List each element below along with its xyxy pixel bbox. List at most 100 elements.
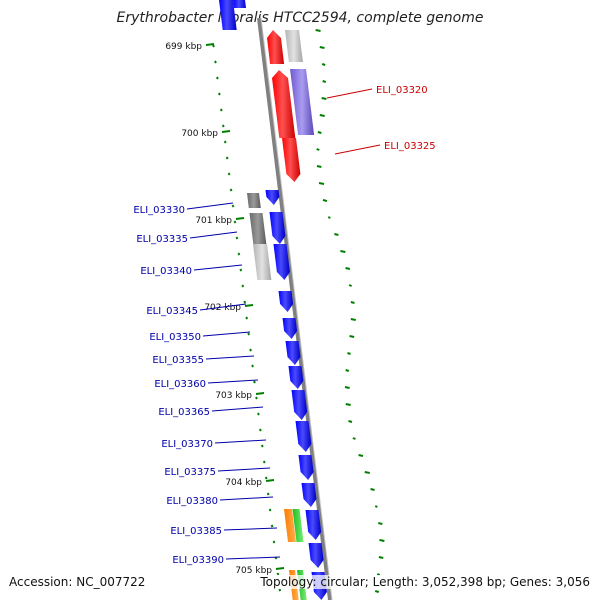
gene-label[interactable]: ELI_03390 <box>172 555 224 566</box>
gc-skew-mark <box>245 316 249 320</box>
gc-skew-mark <box>278 588 282 592</box>
gene-arrow-reverse-2[interactable] <box>272 70 296 138</box>
gc-skew-mark <box>235 236 239 240</box>
gc-skew-mark <box>352 437 356 440</box>
gc-skew-mark <box>350 301 355 304</box>
gene-arrow-forward-6[interactable] <box>285 341 301 365</box>
gc-skew-mark <box>340 250 346 253</box>
gene-label-leader <box>326 88 373 99</box>
gene-label-leader <box>205 355 255 360</box>
gc-skew-mark <box>253 380 256 384</box>
gc-skew-mark <box>225 156 229 160</box>
gc-skew-mark <box>321 63 326 66</box>
gc-skew-mark <box>358 454 364 457</box>
tick-mark <box>205 43 215 46</box>
gene-arrow-forward-4[interactable] <box>278 291 294 312</box>
cog-block-3 <box>253 244 272 280</box>
gc-skew-mark <box>237 252 241 256</box>
map-title: Erythrobacter litoralis HTCC2594, comple… <box>116 10 484 26</box>
gene-label-leader <box>334 144 381 155</box>
gene-arrow-forward-12[interactable] <box>305 510 322 540</box>
gene-label-leader <box>186 202 234 210</box>
gene-arrow-forward-7[interactable] <box>288 366 304 389</box>
gc-skew-mark <box>221 124 225 128</box>
gc-skew-mark <box>319 46 325 49</box>
gc-skew-mark <box>379 539 385 542</box>
cog-block-reverse-1 <box>285 30 303 62</box>
gene-label[interactable]: ELI_03350 <box>149 332 201 343</box>
gc-skew-mark <box>378 556 384 559</box>
gene-label[interactable]: ELI_03340 <box>140 266 192 277</box>
gc-skew-mark <box>229 188 233 192</box>
gene-arrow-forward-5[interactable] <box>282 318 298 339</box>
gc-skew-mark <box>276 572 280 576</box>
gene-labels: ELI_03320 ELI_03325 ELI_03330 ELI_03335 ELI_… <box>133 85 435 566</box>
cog-block-orange <box>284 509 296 542</box>
tick-label: 703 kbp <box>215 391 252 401</box>
cog-block-green <box>292 509 304 542</box>
gene-arrow-forward-10[interactable] <box>298 455 314 480</box>
gene-label-leader <box>225 556 281 560</box>
genome-summary: Topology: circular; Length: 3,052,398 bp… <box>260 575 590 589</box>
gc-skew-mark <box>266 492 270 496</box>
gene-label[interactable]: ELI_03370 <box>161 439 213 450</box>
gene-arrow-forward-2[interactable] <box>269 212 286 244</box>
gc-skew-track <box>212 29 385 593</box>
gc-skew-mark <box>214 60 217 64</box>
gc-skew-mark <box>319 114 325 117</box>
gc-skew-mark <box>251 364 254 368</box>
accession-label: Accession: NC_007722 <box>9 575 146 589</box>
gc-skew-mark <box>264 476 268 480</box>
cog-block-1 <box>247 193 261 208</box>
gc-skew-mark <box>322 199 328 202</box>
gene-arrow-reverse-1[interactable] <box>267 30 285 64</box>
gc-skew-mark <box>268 508 272 512</box>
tick-label: 705 kbp <box>235 566 272 576</box>
gene-label[interactable]: ELI_03330 <box>133 205 185 216</box>
gc-skew-mark <box>327 216 331 219</box>
cog-block-reverse-2 <box>290 69 315 135</box>
gc-skew-mark <box>262 460 266 464</box>
gene-label[interactable]: ELI_03335 <box>136 234 188 245</box>
gene-label-leader <box>223 527 278 531</box>
gene-arrow-forward-8[interactable] <box>291 390 308 420</box>
gene-label[interactable]: ELI_03320 <box>376 85 428 96</box>
gene-label[interactable]: ELI_03325 <box>384 141 436 152</box>
gc-skew-mark <box>374 505 378 508</box>
gc-skew-mark <box>345 403 351 406</box>
gc-skew-mark <box>317 131 322 134</box>
gc-skew-mark <box>349 335 355 338</box>
gc-skew-mark <box>212 44 215 48</box>
gc-skew-mark <box>347 352 351 355</box>
gene-label[interactable]: ELI_03360 <box>154 379 206 390</box>
gene-label[interactable]: ELI_03385 <box>170 526 222 537</box>
gc-skew-mark <box>257 412 260 416</box>
gc-skew-mark <box>345 267 351 270</box>
gene-arrow-forward-11[interactable] <box>301 483 317 507</box>
gene-arrow-forward-3[interactable] <box>273 244 290 280</box>
gene-label[interactable]: ELI_03380 <box>166 496 218 507</box>
tick-label: 701 kbp <box>195 216 232 226</box>
gc-skew-mark <box>272 540 276 544</box>
gc-skew-mark <box>223 140 227 144</box>
gc-skew-mark <box>348 420 353 423</box>
gene-arrow-forward-1[interactable] <box>265 190 280 205</box>
gc-skew-mark <box>322 80 327 83</box>
genome-backbone <box>257 17 332 600</box>
gene-arrow-reverse-3[interactable] <box>282 138 301 182</box>
gene-label[interactable]: ELI_03345 <box>146 306 198 317</box>
coordinate-ticks: 699 kbp 700 kbp 701 kbp 702 kbp 703 kbp 704 k… <box>165 42 285 576</box>
gene-arrow-forward-9[interactable] <box>295 421 312 452</box>
gc-skew-mark <box>334 233 339 236</box>
cog-block-top <box>219 0 237 30</box>
gc-skew-mark <box>258 428 262 432</box>
gc-skew-mark <box>241 284 245 288</box>
gene-label-leader <box>219 496 274 501</box>
gene-label[interactable]: ELI_03375 <box>164 467 216 478</box>
gene-label[interactable]: ELI_03355 <box>152 355 204 366</box>
gene-label-leader <box>207 379 259 384</box>
gene-label[interactable]: ELI_03365 <box>158 407 210 418</box>
cog-block-2 <box>249 213 267 244</box>
gene-arrow-forward-13[interactable] <box>308 543 324 568</box>
